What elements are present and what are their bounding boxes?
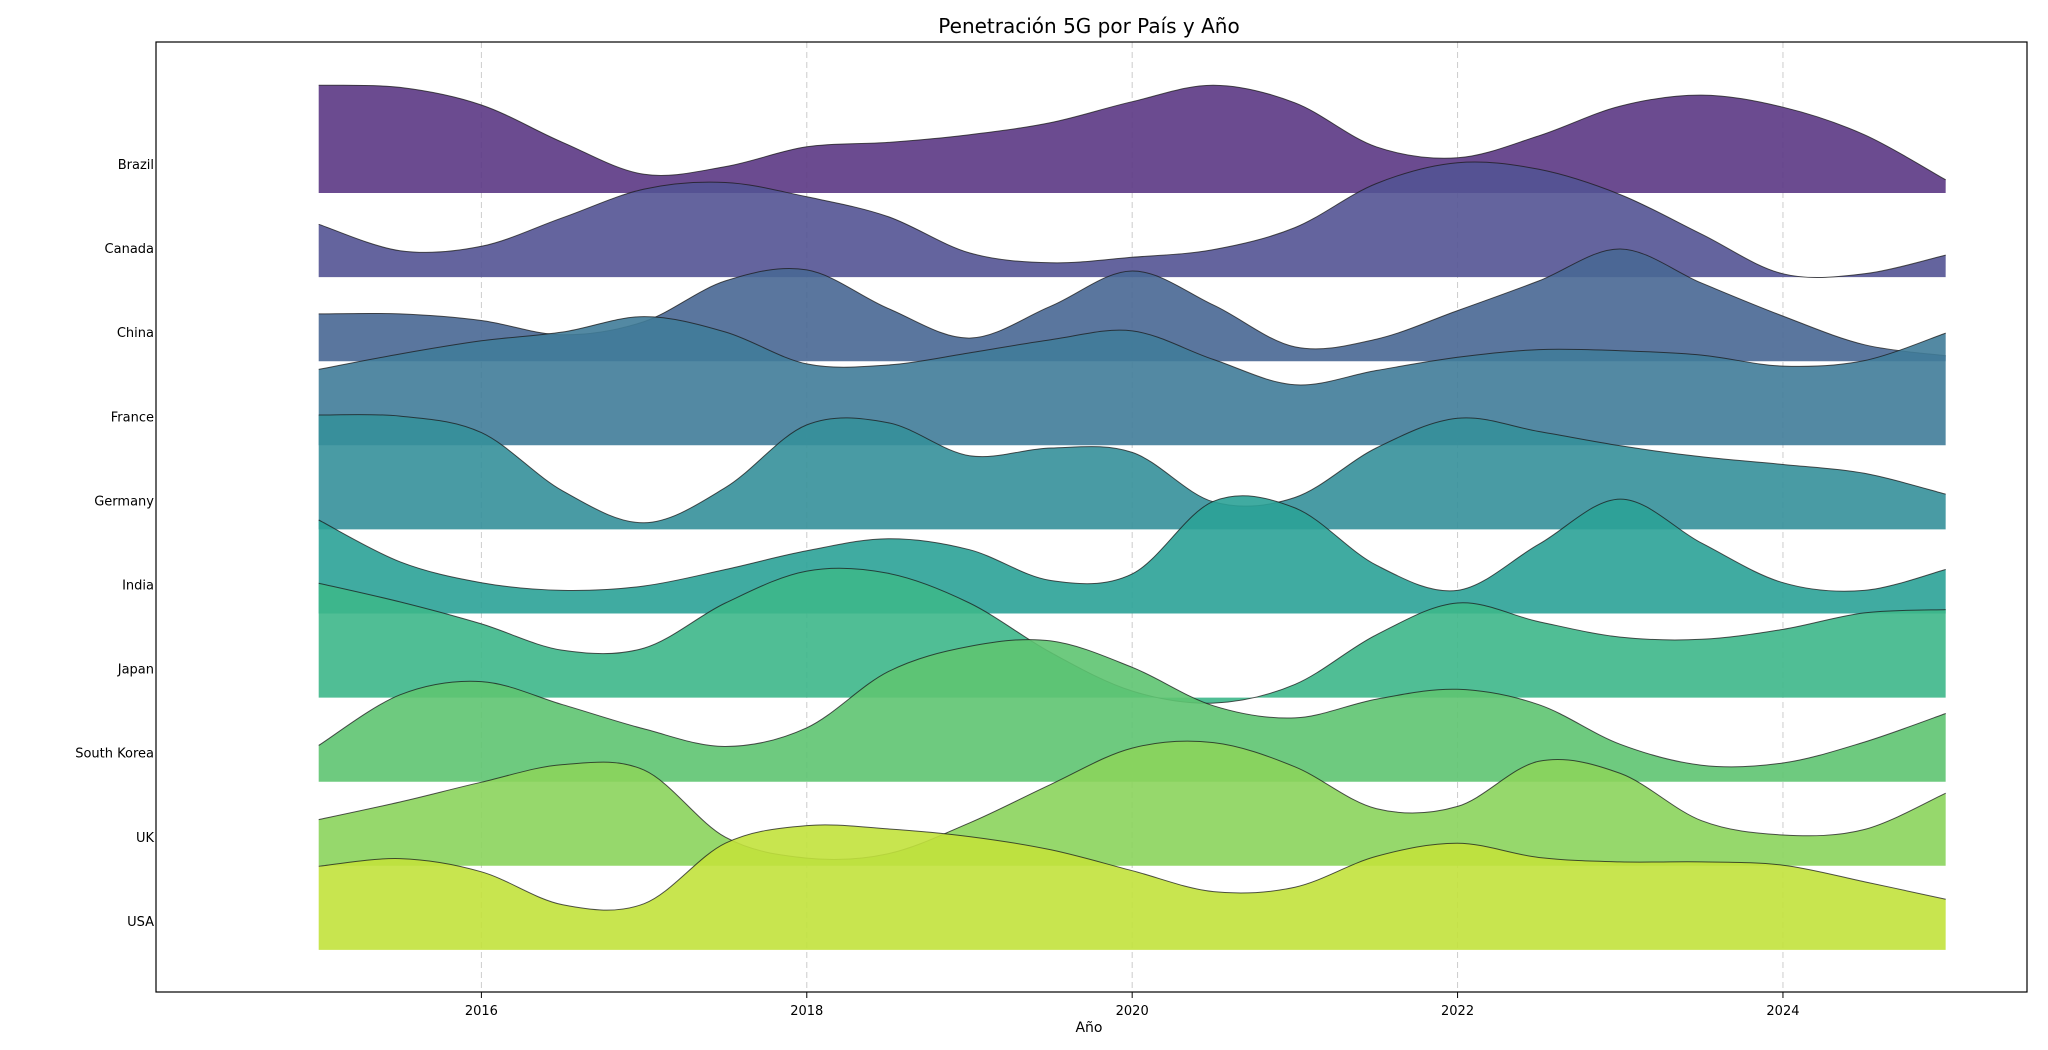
ridge-line-india xyxy=(318,495,1946,592)
ridge-area-germany xyxy=(318,414,1946,530)
ridge-area-canada xyxy=(318,161,1946,278)
y-tick-label: South Korea xyxy=(75,747,154,762)
y-tick-label: USA xyxy=(127,915,154,930)
ridge-line-brazil xyxy=(318,84,1946,181)
x-tick-label: 2018 xyxy=(790,1004,823,1019)
chart-title: Penetración 5G por País y Año xyxy=(938,14,1239,38)
ridge-line-france xyxy=(318,316,1946,386)
x-axis-label: Año xyxy=(1075,1020,1102,1036)
y-tick-label: Japan xyxy=(117,663,154,678)
ridge-area-france xyxy=(318,316,1946,446)
ridge-line-canada xyxy=(318,161,1946,279)
ridge-area-usa xyxy=(318,824,1946,950)
ridge-area-japan xyxy=(318,568,1946,704)
y-tick-labels: Brazil Canada China France Germany India Japan… xyxy=(75,158,154,930)
y-tick-label: France xyxy=(111,410,154,425)
x-tick-label: 2022 xyxy=(1441,1004,1474,1019)
y-tick-label: Germany xyxy=(94,494,154,509)
ridge-line-south-korea xyxy=(318,639,1946,768)
ridge-area-india xyxy=(318,495,1946,614)
x-ticks: 2016 2018 2020 2022 2024 xyxy=(465,992,1800,1019)
ridge-area-uk xyxy=(318,741,1946,866)
y-tick-label: UK xyxy=(136,831,155,846)
ridge-area-brazil xyxy=(318,85,1946,193)
plot-frame xyxy=(155,41,2028,993)
y-tick-label: Brazil xyxy=(118,158,154,173)
ridge-line-usa xyxy=(318,824,1946,911)
y-tick-label: China xyxy=(117,326,154,341)
x-tick-label: 2016 xyxy=(465,1004,498,1019)
ridge-area-south-korea xyxy=(318,639,1946,782)
x-tick-label: 2020 xyxy=(1116,1004,1149,1019)
x-tick-label: 2024 xyxy=(1766,1004,1799,1019)
series-areas xyxy=(318,84,1946,950)
ridge-line-germany xyxy=(318,414,1946,524)
ridge-line-uk xyxy=(318,740,1946,860)
y-tick-label: Canada xyxy=(105,242,154,257)
y-tick-label: India xyxy=(122,579,154,594)
